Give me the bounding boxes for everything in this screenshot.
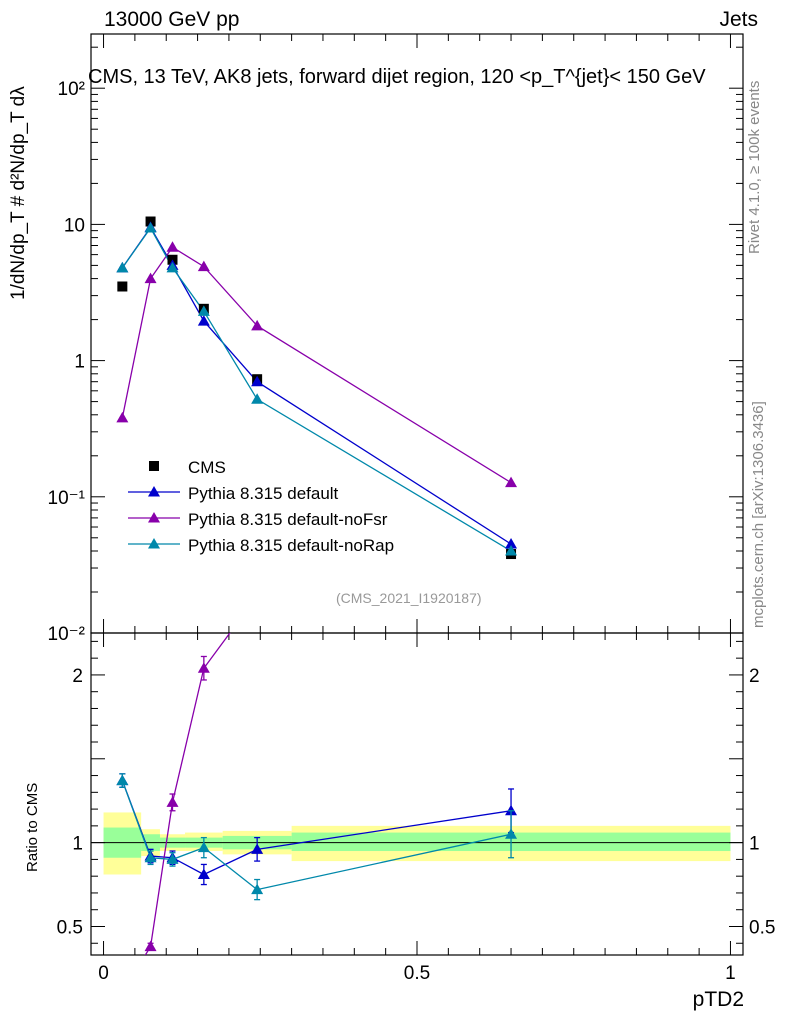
ratio-line-noRap bbox=[121, 780, 512, 891]
ratio-frame bbox=[90, 632, 744, 956]
ratio-point-noRap bbox=[116, 774, 129, 786]
ratio-line-noFsr bbox=[144, 633, 231, 955]
main-y-tick-label: 10⁻² bbox=[48, 624, 86, 645]
ratio-point-noRap bbox=[197, 841, 210, 853]
main-point-default bbox=[197, 315, 210, 326]
legend-label-default: Pythia 8.315 default bbox=[188, 484, 339, 503]
main-point-noRap bbox=[166, 261, 179, 273]
ratio-y-tick-label: 1 bbox=[72, 834, 83, 855]
main-line-noFsr bbox=[121, 246, 512, 484]
main-y-axis-label: 1/dN/dp_T # d²N/dp_T dλ bbox=[8, 86, 29, 300]
header-right: Jets bbox=[719, 8, 758, 31]
x-tick-label: 0 bbox=[98, 963, 109, 984]
mcplots-credit-text: mcplots.cern.ch [arXiv:1306.3436] bbox=[750, 401, 767, 628]
main-point-noRap bbox=[197, 305, 210, 316]
legend-marker-noRap bbox=[148, 538, 160, 549]
ratio-point-noFsr bbox=[251, 590, 263, 601]
main-point-noFsr bbox=[505, 476, 518, 488]
chart-title: CMS, 13 TeV, AK8 jets, forward dijet reg… bbox=[88, 66, 706, 88]
x-axis-label: pTD2 bbox=[692, 988, 744, 1011]
legend-label-data: CMS bbox=[188, 458, 226, 477]
x-tick-label: 1 bbox=[725, 963, 736, 984]
main-point-noRap bbox=[144, 222, 157, 233]
watermark: (CMS_2021_I1920187) bbox=[336, 590, 482, 606]
ratio-point-default bbox=[251, 843, 264, 854]
main-point-noRap bbox=[116, 261, 129, 273]
main-point-data bbox=[117, 281, 128, 292]
ratio-point-noRap bbox=[144, 851, 157, 863]
legend-marker-data bbox=[149, 461, 159, 471]
header-left: 13000 GeV pp bbox=[104, 8, 240, 31]
ratio-y-tick-label-right: 1 bbox=[749, 834, 760, 855]
main-point-noFsr bbox=[251, 319, 264, 331]
main-point-noRap bbox=[251, 393, 264, 404]
ratio-point-noRap bbox=[166, 853, 179, 864]
main-y-tick-label: 10² bbox=[58, 79, 85, 100]
ratio-series-group bbox=[116, 451, 518, 997]
ratio-point-noFsr bbox=[116, 986, 128, 997]
main-point-noFsr bbox=[166, 241, 179, 252]
legend-marker-default bbox=[148, 486, 160, 497]
main-series-group bbox=[116, 216, 518, 560]
main-point-noFsr bbox=[144, 272, 157, 284]
ratio-y-tick-label-right: 0.5 bbox=[749, 917, 775, 938]
main-point-noFsr bbox=[116, 411, 129, 423]
ratio-point-default bbox=[505, 804, 518, 816]
main-point-default bbox=[251, 375, 264, 387]
ratio-point-noRap bbox=[505, 828, 518, 839]
x-tick-label: 0.5 bbox=[404, 963, 430, 984]
main-point-noFsr bbox=[197, 260, 210, 272]
main-y-tick-label: 10⁻¹ bbox=[48, 488, 86, 509]
ratio-point-noFsr bbox=[197, 662, 210, 673]
ratio-y-tick-label: 2 bbox=[72, 666, 83, 687]
ratio-point-default bbox=[197, 868, 210, 879]
ratio-y-tick-label-right: 2 bbox=[749, 666, 760, 687]
ratio-point-noFsr bbox=[144, 940, 157, 952]
ratio-point-noFsr bbox=[505, 451, 517, 462]
ratio-y-axis-label: Ratio to CMS bbox=[24, 782, 41, 872]
ratio-bands bbox=[103, 812, 731, 875]
legend-label-noRap: Pythia 8.315 default-noRap bbox=[188, 536, 394, 555]
main-point-noRap bbox=[505, 544, 518, 556]
main-line-noRap bbox=[121, 226, 512, 552]
ratio-point-noFsr bbox=[166, 796, 179, 807]
ratio-point-noRap bbox=[251, 883, 264, 895]
legend-marker-noFsr bbox=[148, 512, 160, 523]
main-y-tick-label: 1 bbox=[74, 352, 85, 373]
legend-label-noFsr: Pythia 8.315 default-noFsr bbox=[188, 510, 388, 529]
ratio-y-tick-label: 0.5 bbox=[57, 917, 83, 938]
main-point-default bbox=[505, 538, 518, 549]
main-y-tick-label: 10 bbox=[64, 215, 85, 236]
rivet-version-text: Rivet 4.1.0, ≥ 100k events bbox=[746, 80, 763, 254]
